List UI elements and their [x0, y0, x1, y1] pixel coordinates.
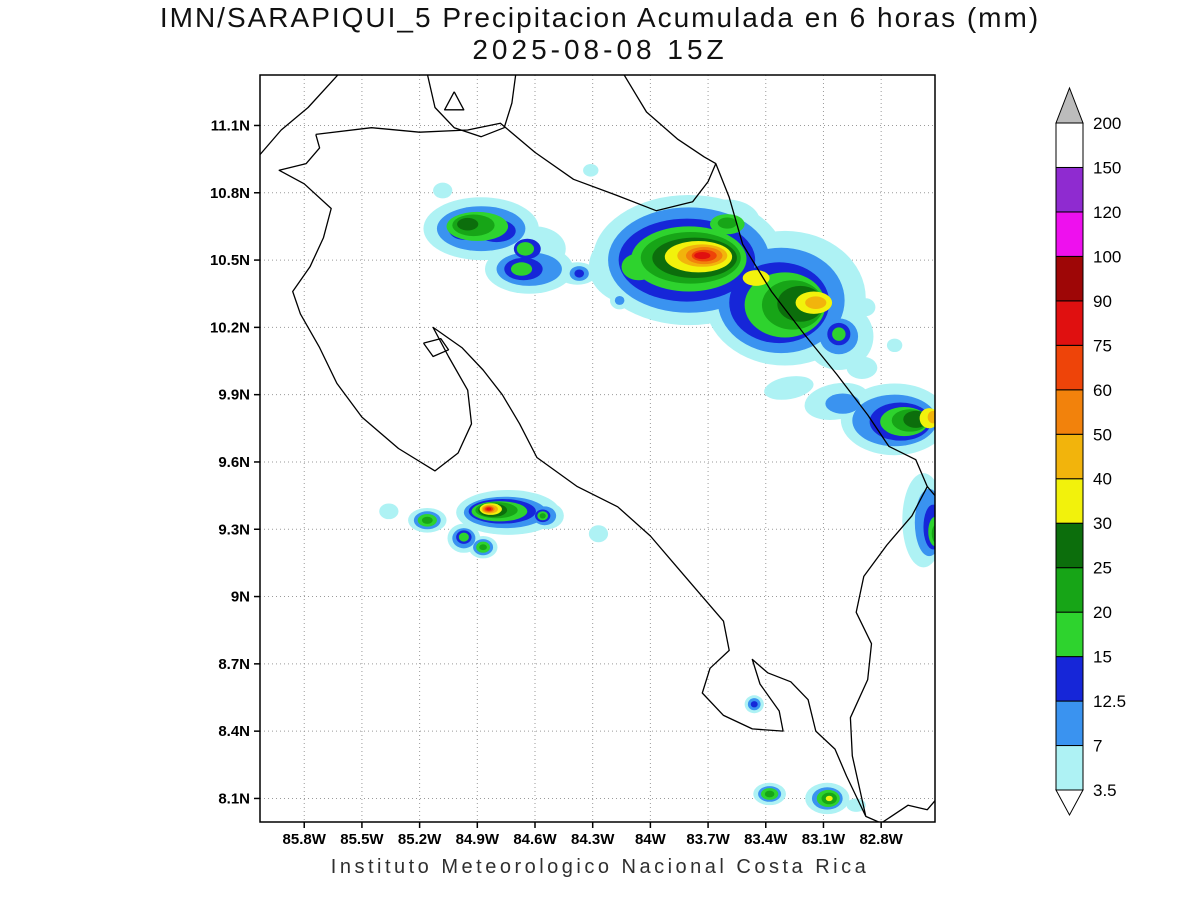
y-tick-label: 10.8N — [210, 185, 250, 202]
colorbar-label: 50 — [1093, 425, 1112, 444]
colorbar-label: 60 — [1093, 381, 1112, 400]
x-tick-label: 84W — [635, 831, 667, 848]
colorbar-segment — [1055, 389, 1084, 435]
panama-caribbean-coast — [926, 486, 935, 497]
y-tick-label: 10.2N — [210, 319, 250, 336]
colorbar-segment — [1055, 344, 1084, 391]
x-axis: 85.8W 85.5W 85.2W 84.9W 84.6W 84.3W 84W 83.7W 83… — [283, 822, 904, 848]
colorbar-segment — [1055, 478, 1084, 524]
y-tick-label: 9N — [231, 589, 250, 606]
x-tick-label: 85.2W — [398, 831, 442, 848]
y-tick-label: 8.1N — [218, 790, 250, 807]
x-tick-label: 82.8W — [859, 831, 903, 848]
x-tick-label: 85.8W — [283, 831, 327, 848]
y-axis: 11.1N 10.8N 10.5N 10.2N 9.9N 9.6N 9.3N 9N 8.7N 8.… — [210, 117, 260, 807]
colorbar-label: 30 — [1093, 514, 1112, 533]
colorbar-segment — [1055, 433, 1084, 480]
colorbar-segment — [1055, 567, 1084, 613]
y-tick-label: 8.7N — [218, 656, 250, 673]
colorbar-label: 12.5 — [1093, 692, 1126, 711]
x-tick-label: 83.1W — [802, 831, 846, 848]
isla-chira — [422, 337, 450, 358]
colorbar-label: 15 — [1093, 648, 1112, 667]
colorbar-segment — [1055, 255, 1084, 302]
colorbar-segment — [1055, 745, 1084, 791]
panama-pacific-coast — [865, 800, 935, 822]
colorbar-under-arrow — [1055, 789, 1084, 817]
colorbar-label: 25 — [1093, 559, 1112, 578]
lake-island — [443, 91, 465, 111]
figure-caption: Instituto Meteorologico Nacional Costa R… — [330, 856, 870, 878]
nicaragua-caribbean-coast — [623, 75, 717, 165]
colorbar-label: 40 — [1093, 470, 1112, 489]
coastline — [260, 75, 935, 822]
colorbar-over-arrow — [1055, 86, 1084, 124]
costa-rica — [278, 122, 928, 818]
plot-area — [260, 75, 935, 822]
x-tick-label: 85.5W — [340, 831, 384, 848]
y-tick-label: 11.1N — [211, 117, 250, 134]
colorbar-label: 20 — [1093, 603, 1112, 622]
figure-title: IMN/SARAPIQUI_5 Precipitacion Acumulada … — [159, 2, 1041, 33]
colorbar-segment — [1055, 700, 1084, 747]
y-tick-label: 9.6N — [218, 454, 250, 471]
colorbar-label: 7 — [1093, 737, 1102, 756]
x-tick-label: 83.4W — [744, 831, 788, 848]
colorbar-segment — [1055, 122, 1084, 168]
colorbar-segment — [1055, 522, 1084, 569]
colorbar-label: 3.5 — [1093, 781, 1117, 800]
colorbar-label: 150 — [1093, 158, 1121, 177]
colorbar-label: 90 — [1093, 292, 1112, 311]
nicaragua-pacific-coast — [260, 75, 339, 156]
y-tick-label: 10.5N — [210, 252, 250, 269]
x-tick-label: 83.7W — [686, 831, 730, 848]
y-tick-label: 9.3N — [218, 521, 250, 538]
colorbar: 3.5 7 12.5 15 20 25 30 40 50 60 75 90 100 120 150 200 — [1055, 86, 1126, 817]
precipitation-cells — [379, 164, 935, 815]
x-tick-label: 84.9W — [456, 831, 500, 848]
colorbar-segment — [1055, 166, 1084, 213]
grid-lines — [260, 75, 935, 822]
figure-subtitle-datetime: 2025-08-08 15Z — [472, 34, 728, 65]
x-tick-label: 84.6W — [513, 831, 557, 848]
colorbar-label: 75 — [1093, 336, 1112, 355]
y-tick-label: 9.9N — [218, 387, 250, 404]
colorbar-segment — [1055, 656, 1084, 702]
lake-nicaragua-shore — [426, 75, 517, 138]
colorbar-label: 120 — [1093, 203, 1121, 222]
y-tick-label: 8.4N — [218, 723, 250, 740]
colorbar-label: 100 — [1093, 247, 1121, 266]
colorbar-segment — [1055, 300, 1084, 346]
colorbar-label: 200 — [1093, 114, 1121, 133]
x-tick-label: 84.3W — [571, 831, 615, 848]
colorbar-segment — [1055, 211, 1084, 257]
plot-frame — [259, 74, 936, 823]
colorbar-segment — [1055, 611, 1084, 658]
